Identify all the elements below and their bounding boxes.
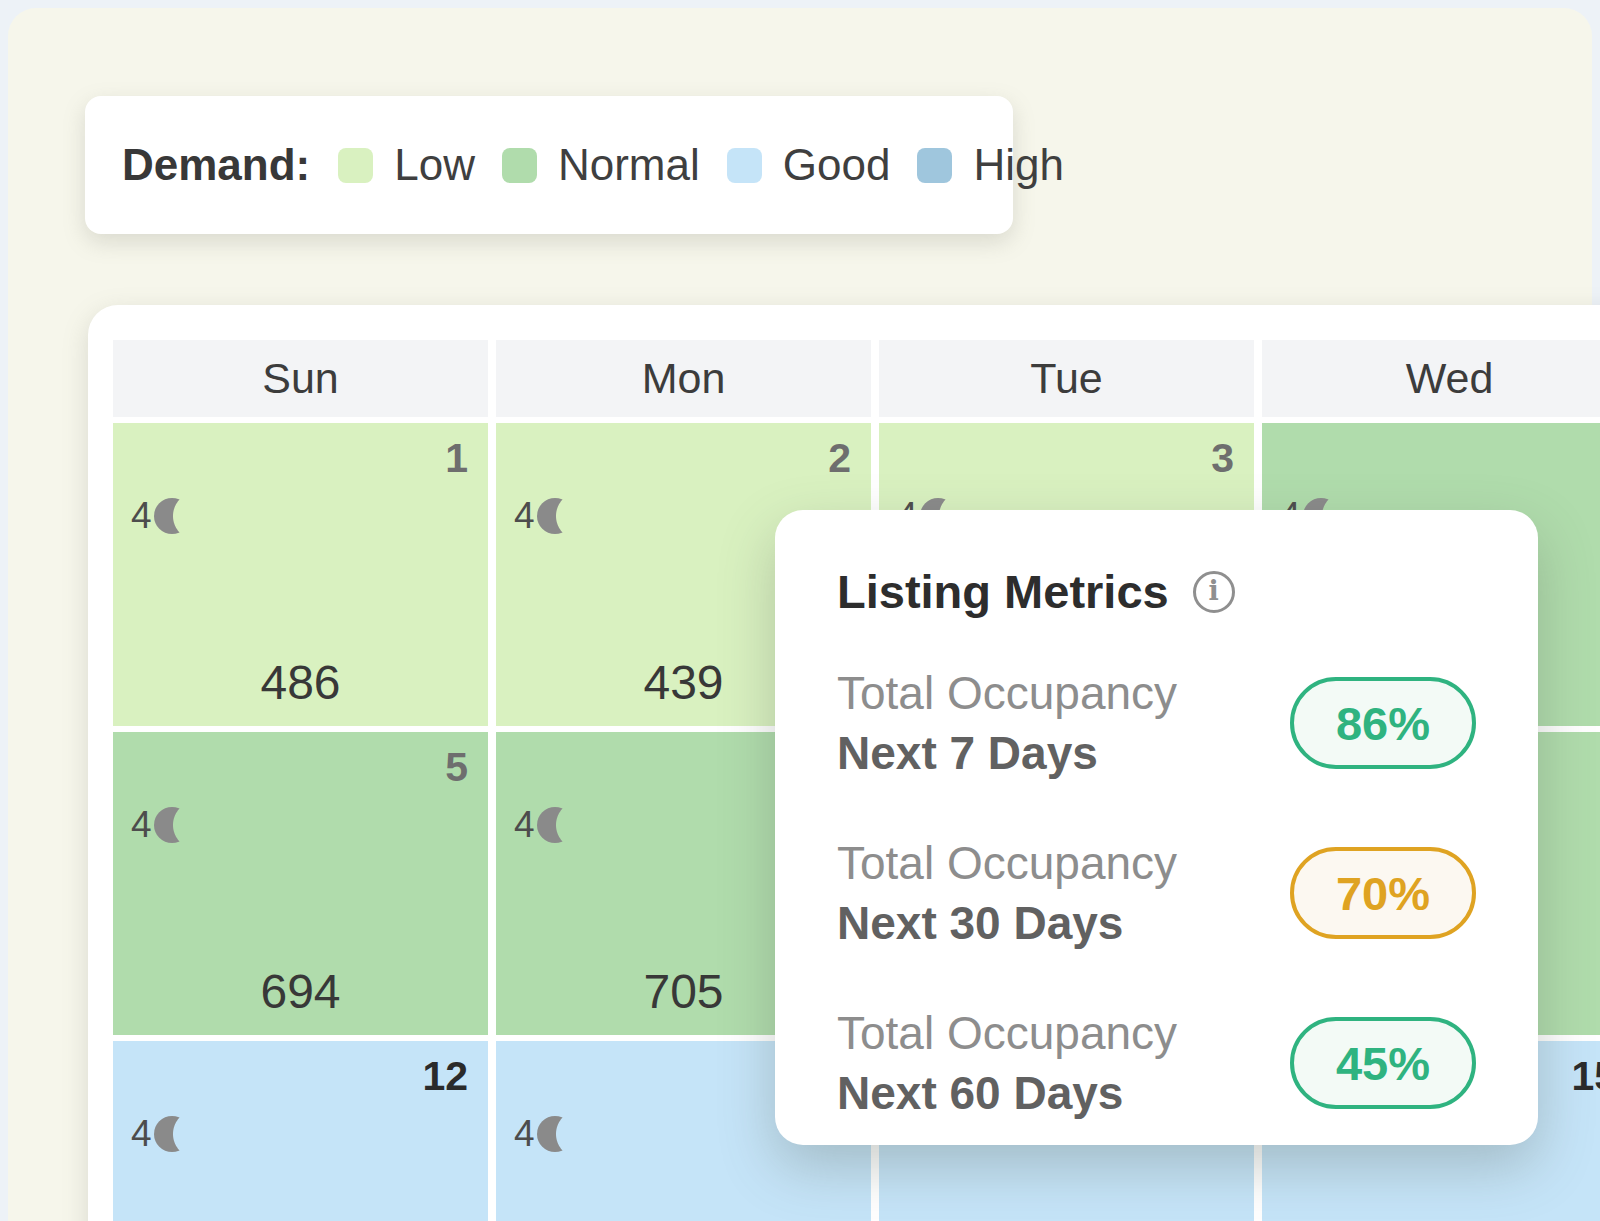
metric-row-next-30-days: Total Occupancy Next 30 Days 70% [837,833,1476,953]
metric-label: Total Occupancy Next 7 Days [837,663,1177,783]
date-number: 1 [445,435,468,482]
min-stay-indicator: 4 [131,495,190,537]
min-stay-count: 4 [131,495,152,537]
occupancy-badge: 45% [1290,1017,1476,1109]
date-number: 2 [828,435,851,482]
legend-title: Demand: [122,140,310,190]
good-demand-swatch [727,148,762,183]
occupancy-badge: 70% [1290,847,1476,939]
day-header-mon: Mon [496,340,871,417]
legend-item-high: High [917,140,1064,190]
moon-icon [537,1116,573,1152]
moon-icon [154,1116,190,1152]
calendar-day-cell[interactable]: 12 4 [113,1041,488,1221]
legend-label: Good [783,140,891,190]
min-stay-count: 4 [514,804,535,846]
moon-icon [154,807,190,843]
moon-icon [154,498,190,534]
legend-item-normal: Normal [502,140,700,190]
normal-demand-swatch [502,148,537,183]
metric-row-next-7-days: Total Occupancy Next 7 Days 86% [837,663,1476,783]
day-header-tue: Tue [879,340,1254,417]
calendar-day-cell[interactable]: 5 4 694 [113,732,488,1035]
demand-legend: Demand: Low Normal Good High [85,96,1013,234]
min-stay-count: 4 [514,495,535,537]
legend-label: Normal [558,140,700,190]
legend-item-low: Low [338,140,475,190]
info-icon[interactable]: i [1193,571,1235,613]
price-label: 694 [113,964,488,1019]
min-stay-indicator: 4 [514,495,573,537]
calendar-day-cell[interactable]: 1 4 486 [113,423,488,726]
date-number: 12 [422,1053,468,1100]
price-label: 486 [113,655,488,710]
day-header-wed: Wed [1262,340,1600,417]
moon-icon [537,498,573,534]
min-stay-count: 4 [131,1113,152,1155]
min-stay-indicator: 4 [514,804,573,846]
date-number: 15 [1571,1053,1600,1100]
metrics-title-row: Listing Metrics i [837,564,1476,619]
metric-rows: Total Occupancy Next 7 Days 86% Total Oc… [837,663,1476,1123]
legend-label: High [973,140,1064,190]
day-header-sun: Sun [113,340,488,417]
legend-item-good: Good [727,140,891,190]
metric-row-next-60-days: Total Occupancy Next 60 Days 45% [837,1003,1476,1123]
min-stay-count: 4 [131,804,152,846]
min-stay-indicator: 4 [514,1113,573,1155]
min-stay-count: 4 [514,1113,535,1155]
low-demand-swatch [338,148,373,183]
date-number: 5 [445,744,468,791]
min-stay-indicator: 4 [131,1113,190,1155]
moon-icon [537,807,573,843]
metric-label: Total Occupancy Next 60 Days [837,1003,1177,1123]
date-number: 3 [1211,435,1234,482]
high-demand-swatch [917,148,952,183]
legend-label: Low [394,140,475,190]
metrics-title: Listing Metrics [837,564,1169,619]
occupancy-badge: 86% [1290,677,1476,769]
min-stay-indicator: 4 [131,804,190,846]
listing-metrics-panel: Listing Metrics i Total Occupancy Next 7… [775,510,1538,1145]
metric-label: Total Occupancy Next 30 Days [837,833,1177,953]
